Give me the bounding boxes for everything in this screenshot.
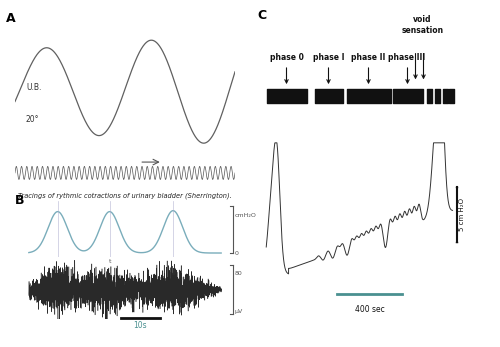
Text: phase 0: phase 0 [270, 53, 304, 62]
Text: U.B.: U.B. [26, 83, 42, 92]
Text: 20°: 20° [26, 115, 40, 124]
Text: 400 sec: 400 sec [355, 305, 384, 314]
Text: t: t [108, 259, 111, 264]
Text: cmH₂O: cmH₂O [234, 213, 256, 218]
Text: 0: 0 [234, 251, 238, 255]
Text: phase III: phase III [388, 53, 425, 62]
Text: phase II: phase II [352, 53, 386, 62]
Text: 5 cm H₂O: 5 cm H₂O [459, 198, 465, 231]
Text: 10s: 10s [134, 321, 147, 330]
Text: Tracings of rythmic cotractions of urinary bladder (Sherrington).: Tracings of rythmic cotractions of urina… [18, 193, 232, 199]
Text: phase I: phase I [313, 53, 344, 62]
Text: μV: μV [234, 309, 243, 314]
Text: B: B [15, 194, 24, 207]
Text: void
sensation: void sensation [402, 16, 444, 35]
Text: C: C [258, 9, 266, 22]
Text: 80: 80 [234, 271, 242, 276]
Text: A: A [6, 12, 16, 25]
